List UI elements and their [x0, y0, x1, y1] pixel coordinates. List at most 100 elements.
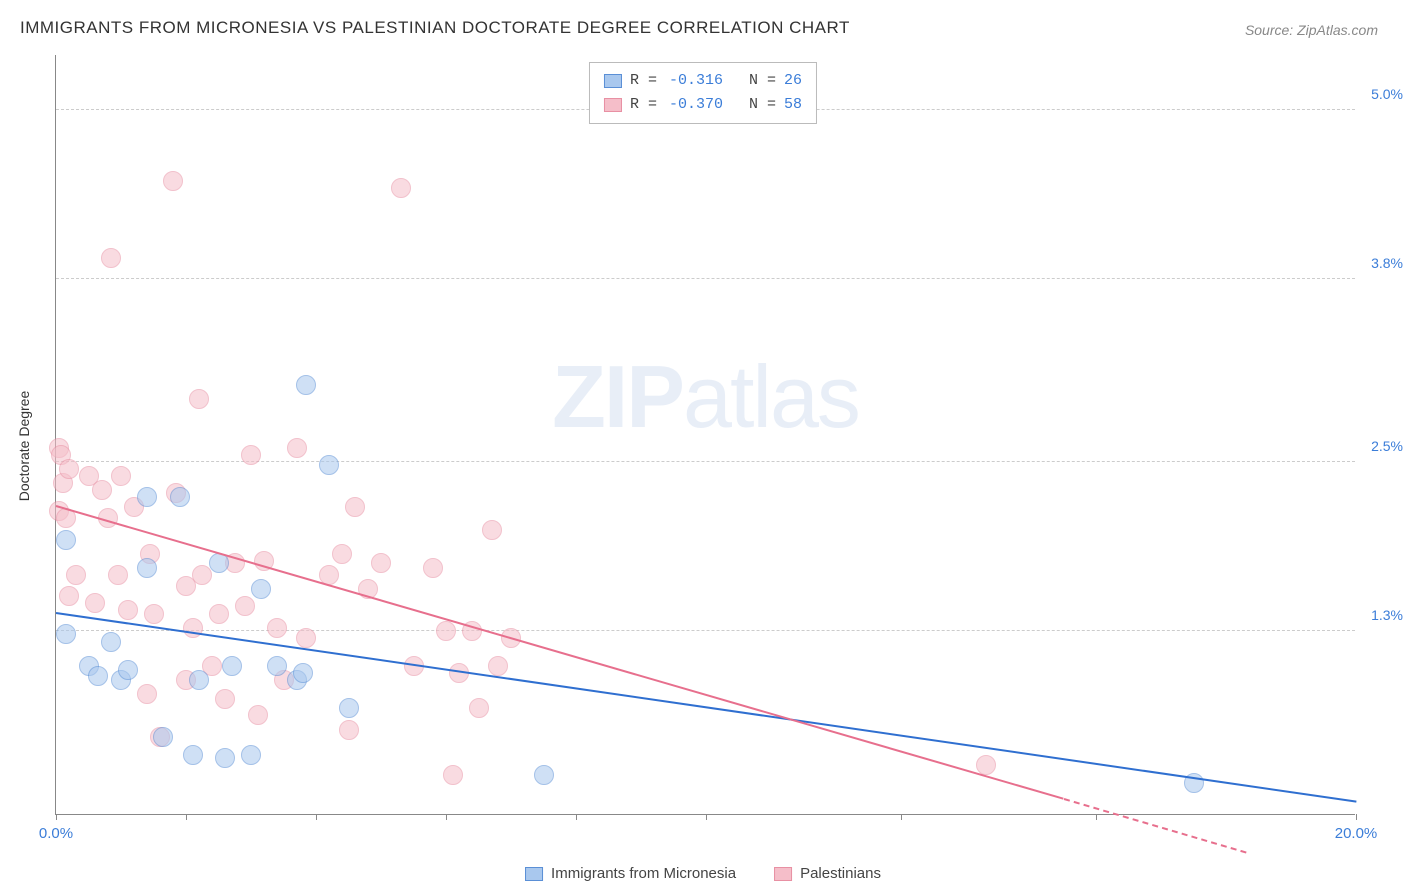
scatter-point: [215, 689, 235, 709]
scatter-point: [163, 171, 183, 191]
scatter-point: [183, 745, 203, 765]
scatter-point: [267, 618, 287, 638]
scatter-point: [88, 666, 108, 686]
scatter-point: [170, 487, 190, 507]
source-attribution: Source: ZipAtlas.com: [1245, 22, 1378, 38]
scatter-point: [118, 600, 138, 620]
scatter-point: [153, 727, 173, 747]
legend-swatch-palestinians: [774, 867, 792, 881]
scatter-point: [319, 455, 339, 475]
scatter-point: [101, 632, 121, 652]
scatter-point: [183, 618, 203, 638]
scatter-point: [209, 604, 229, 624]
scatter-point: [482, 520, 502, 540]
legend-row: R = -0.370 N = 58: [604, 93, 802, 117]
scatter-point: [248, 705, 268, 725]
x-tick: [316, 814, 317, 820]
source-name: ZipAtlas.com: [1297, 22, 1378, 38]
y-tick-label: 3.8%: [1371, 255, 1403, 271]
scatter-point: [534, 765, 554, 785]
scatter-point: [118, 660, 138, 680]
scatter-point: [391, 178, 411, 198]
legend-n-label: N =: [749, 69, 776, 93]
scatter-point: [251, 579, 271, 599]
y-tick-label: 2.5%: [1371, 438, 1403, 454]
x-tick: [1096, 814, 1097, 820]
scatter-point: [59, 459, 79, 479]
x-tick: [56, 814, 57, 820]
series-legend: Immigrants from Micronesia Palestinians: [525, 865, 881, 882]
x-tick-label: 20.0%: [1335, 825, 1378, 842]
source-label: Source:: [1245, 22, 1293, 38]
scatter-point: [443, 765, 463, 785]
x-tick: [446, 814, 447, 820]
scatter-point: [976, 755, 996, 775]
scatter-point: [59, 586, 79, 606]
plot-area: ZIPatlas 1.3%2.5%3.8%5.0%0.0%20.0%: [55, 55, 1355, 815]
gridline: [56, 278, 1355, 279]
scatter-point: [241, 445, 261, 465]
trend-line: [56, 505, 1064, 800]
scatter-point: [488, 656, 508, 676]
legend-r-value: -0.316: [665, 69, 723, 93]
scatter-point: [296, 375, 316, 395]
scatter-point: [339, 720, 359, 740]
scatter-point: [371, 553, 391, 573]
scatter-point: [144, 604, 164, 624]
scatter-point: [287, 438, 307, 458]
x-tick: [901, 814, 902, 820]
x-tick: [706, 814, 707, 820]
legend-r-label: R =: [630, 93, 657, 117]
scatter-point: [92, 480, 112, 500]
legend-swatch-micronesia: [604, 74, 622, 88]
chart-title: IMMIGRANTS FROM MICRONESIA VS PALESTINIA…: [20, 18, 850, 38]
legend-swatch-palestinians: [604, 98, 622, 112]
scatter-point: [296, 628, 316, 648]
scatter-point: [423, 558, 443, 578]
x-tick: [576, 814, 577, 820]
watermark-atlas: atlas: [683, 347, 859, 446]
watermark: ZIPatlas: [552, 346, 859, 448]
scatter-point: [137, 558, 157, 578]
legend-r-value: -0.370: [665, 93, 723, 117]
scatter-point: [85, 593, 105, 613]
scatter-point: [137, 487, 157, 507]
legend-n-label: N =: [749, 93, 776, 117]
watermark-zip: ZIP: [552, 347, 683, 446]
scatter-point: [101, 248, 121, 268]
x-tick-label: 0.0%: [39, 825, 73, 842]
scatter-point: [215, 748, 235, 768]
scatter-point: [469, 698, 489, 718]
scatter-point: [111, 466, 131, 486]
scatter-point: [66, 565, 86, 585]
legend-item: Palestinians: [774, 865, 881, 882]
scatter-point: [189, 670, 209, 690]
scatter-point: [56, 624, 76, 644]
scatter-point: [108, 565, 128, 585]
scatter-point: [56, 530, 76, 550]
legend-series-label: Immigrants from Micronesia: [551, 865, 736, 882]
scatter-point: [332, 544, 352, 564]
scatter-point: [222, 656, 242, 676]
scatter-point: [189, 389, 209, 409]
legend-n-value: 58: [784, 93, 802, 117]
scatter-point: [436, 621, 456, 641]
scatter-point: [267, 656, 287, 676]
x-tick: [186, 814, 187, 820]
scatter-point: [345, 497, 365, 517]
scatter-point: [241, 745, 261, 765]
x-tick: [1356, 814, 1357, 820]
scatter-point: [339, 698, 359, 718]
legend-n-value: 26: [784, 69, 802, 93]
y-tick-label: 5.0%: [1371, 86, 1403, 102]
legend-swatch-micronesia: [525, 867, 543, 881]
scatter-point: [235, 596, 255, 616]
scatter-point: [293, 663, 313, 683]
legend-item: Immigrants from Micronesia: [525, 865, 736, 882]
legend-row: R = -0.316 N = 26: [604, 69, 802, 93]
legend-series-label: Palestinians: [800, 865, 881, 882]
y-tick-label: 1.3%: [1371, 607, 1403, 623]
scatter-point: [137, 684, 157, 704]
legend-r-label: R =: [630, 69, 657, 93]
correlation-legend: R = -0.316 N = 26 R = -0.370 N = 58: [589, 62, 817, 124]
